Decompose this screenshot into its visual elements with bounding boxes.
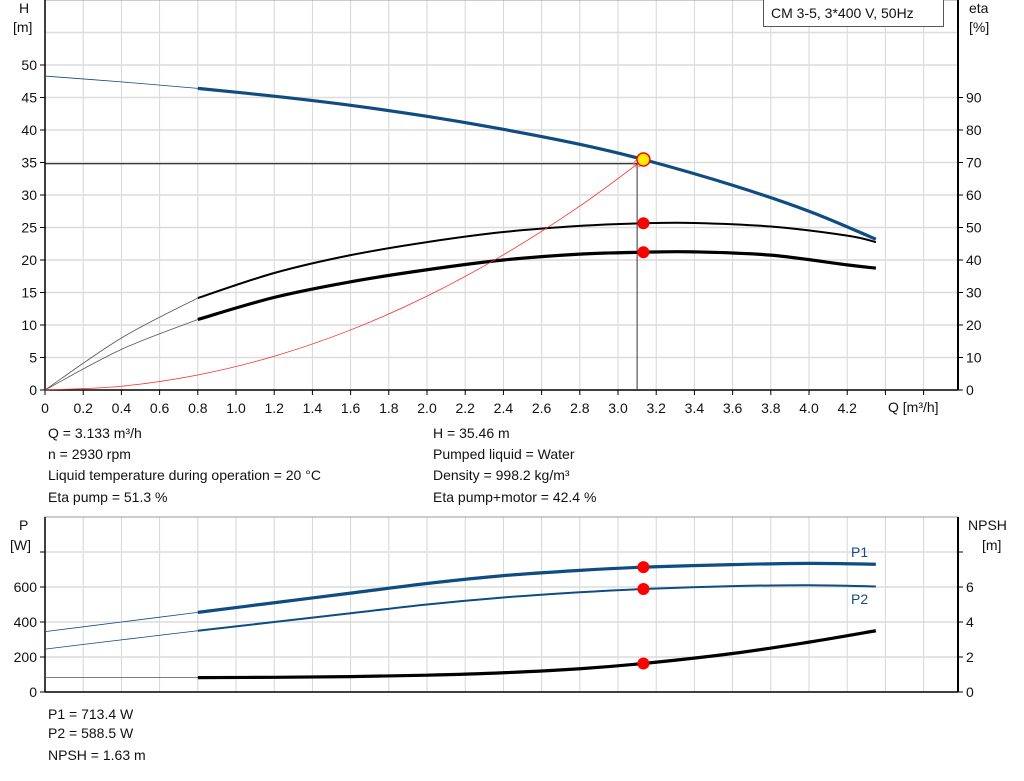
x-tick-label: 4.2 xyxy=(837,400,857,416)
info-eta-pump-motor: Eta pump+motor = 42.4 % xyxy=(433,489,597,505)
x-tick-label: 2.6 xyxy=(532,400,552,416)
chart-title-box: CM 3-5, 3*400 V, 50Hz xyxy=(763,0,944,27)
y2-tick-label: 80 xyxy=(966,122,982,138)
y2-tick-label: 60 xyxy=(966,187,982,203)
x-axis-label: Q [m³/h] xyxy=(888,399,939,415)
y-axis-label-h: H xyxy=(19,0,30,16)
duty-point-p2 xyxy=(637,583,650,596)
y2-tick-label: 2 xyxy=(966,649,974,665)
y2-tick-label: 50 xyxy=(966,220,982,236)
x-tick-label: 0 xyxy=(41,400,49,416)
info-density: Density = 998.2 kg/m³ xyxy=(433,467,570,483)
y2-tick-label: 6 xyxy=(966,579,974,595)
y-tick-label: 0 xyxy=(29,382,37,398)
y-tick-label: 50 xyxy=(21,57,37,73)
y2-tick-label: 0 xyxy=(966,684,974,700)
series-extrapolation-H xyxy=(44,75,198,89)
x-tick-label: 1.8 xyxy=(379,400,399,416)
x-tick-label: 3.8 xyxy=(761,400,781,416)
series-extrapolation-eta-pump-motor xyxy=(44,319,198,391)
x-tick-label: 0.8 xyxy=(188,400,208,416)
y-axis-unit-h: [m] xyxy=(13,19,33,35)
info-p2: P2 = 588.5 W xyxy=(48,725,134,741)
x-tick-label: 4.0 xyxy=(799,400,819,416)
x-tick-label: 1.2 xyxy=(264,400,284,416)
x-tick-label: 0.6 xyxy=(150,400,170,416)
x-tick-label: 1.0 xyxy=(226,400,246,416)
info-h: H = 35.46 m xyxy=(433,425,510,441)
x-tick-label: 3.6 xyxy=(723,400,743,416)
y-tick-label: 200 xyxy=(14,649,38,665)
info-p1: P1 = 713.4 W xyxy=(48,706,134,722)
x-tick-label: 1.6 xyxy=(341,400,361,416)
info-temp: Liquid temperature during operation = 20… xyxy=(48,467,321,483)
y2-tick-label: 90 xyxy=(966,90,982,106)
y-axis-unit-p: [W] xyxy=(10,537,31,553)
series-line-system-curve xyxy=(44,159,644,391)
y2-tick-label: 0 xyxy=(966,382,974,398)
y-tick-label: 10 xyxy=(21,317,37,333)
x-tick-label: 2.0 xyxy=(417,400,437,416)
y2-tick-label: 20 xyxy=(966,317,982,333)
duty-point-eta-pump xyxy=(637,217,650,230)
info-liquid: Pumped liquid = Water xyxy=(433,446,575,462)
y-tick-label: 20 xyxy=(21,252,37,268)
y-tick-label: 15 xyxy=(21,285,37,301)
x-tick-label: 0.2 xyxy=(73,400,93,416)
series-extrapolation-P2 xyxy=(44,630,198,650)
y-tick-label: 600 xyxy=(14,579,38,595)
series-line-P2 xyxy=(197,584,876,632)
series-line-H xyxy=(197,86,877,241)
duty-point-eta-pump-motor xyxy=(637,246,650,259)
y2-tick-label: 10 xyxy=(966,350,982,366)
y2-tick-label: 30 xyxy=(966,285,982,301)
x-tick-label: 0.4 xyxy=(112,400,132,416)
y2-axis-unit-eta: [%] xyxy=(969,19,990,35)
series-line-NPSH xyxy=(197,629,877,680)
series-line-eta-pump xyxy=(197,221,877,299)
series-line-eta-pump-motor xyxy=(197,250,877,322)
plot-frame xyxy=(44,516,959,693)
y-tick-label: 30 xyxy=(21,187,37,203)
series-line-P1 xyxy=(197,561,876,614)
y-axis-label-p: P xyxy=(19,517,29,533)
info-n: n = 2930 rpm xyxy=(48,446,131,462)
duty-point-p1 xyxy=(637,561,650,574)
x-tick-label: 3.0 xyxy=(608,400,628,416)
y-tick-label: 35 xyxy=(21,155,37,171)
info-q: Q = 3.133 m³/h xyxy=(48,425,142,441)
info-npsh: NPSH = 1.63 m xyxy=(48,747,146,763)
x-tick-label: 3.4 xyxy=(685,400,705,416)
y-tick-label: 0 xyxy=(29,684,37,700)
x-tick-label: 2.2 xyxy=(455,400,475,416)
series-label-p1: P1 xyxy=(851,544,869,560)
y-tick-label: 400 xyxy=(14,614,38,630)
info-eta-pump: Eta pump = 51.3 % xyxy=(48,489,168,505)
y2-axis-label-npsh: NPSH xyxy=(968,517,1007,533)
y2-axis-unit-npsh: [m] xyxy=(982,537,1002,553)
y2-tick-label: 70 xyxy=(966,155,982,171)
y2-axis-label-eta: eta xyxy=(969,0,989,16)
x-tick-label: 2.8 xyxy=(570,400,590,416)
x-tick-label: 2.4 xyxy=(494,400,514,416)
series-label-p2: P2 xyxy=(851,591,869,607)
y-tick-label: 25 xyxy=(21,220,37,236)
chart-title: CM 3-5, 3*400 V, 50Hz xyxy=(771,5,914,21)
x-tick-label: 1.4 xyxy=(303,400,323,416)
y-tick-label: 5 xyxy=(29,350,37,366)
duty-point-h xyxy=(636,152,651,167)
duty-point-npsh xyxy=(637,657,650,670)
y-tick-label: 45 xyxy=(21,90,37,106)
y2-tick-label: 40 xyxy=(966,252,982,268)
series-extrapolation-P1 xyxy=(44,611,198,633)
y2-tick-label: 4 xyxy=(966,614,974,630)
series-extrapolation-eta-pump xyxy=(44,297,198,391)
x-tick-label: 3.2 xyxy=(646,400,666,416)
y-tick-label: 40 xyxy=(21,122,37,138)
